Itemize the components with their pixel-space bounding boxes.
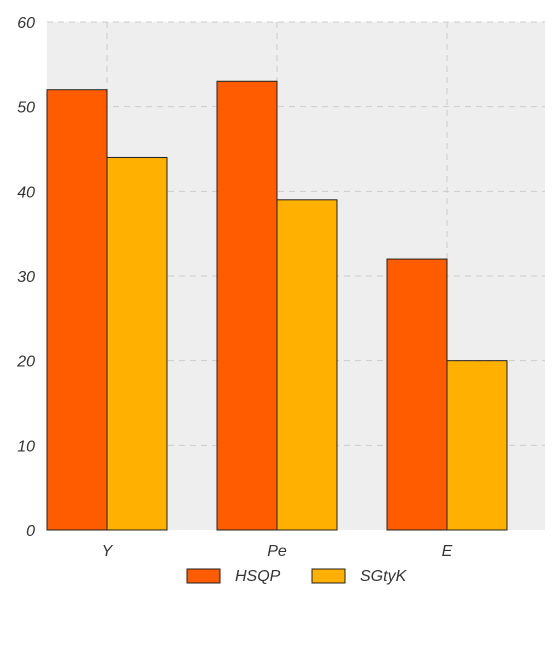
- bar-hsqp-e: [387, 259, 447, 530]
- bar-sgtyk-y: [107, 157, 167, 530]
- y-tick-label: 50: [17, 100, 35, 117]
- legend-swatch-hsqp: [187, 569, 220, 583]
- x-tick-label: E: [442, 543, 453, 560]
- bar-sgtyk-e: [447, 361, 507, 530]
- y-tick-label: 10: [17, 438, 35, 455]
- bar-sgtyk-pe: [277, 200, 337, 530]
- y-tick-label: 40: [17, 184, 35, 201]
- x-tick-label: Pe: [267, 543, 287, 560]
- y-tick-label: 60: [17, 15, 35, 32]
- y-tick-label: 0: [26, 523, 35, 540]
- legend-label-sgtyk: SGtyK: [360, 568, 408, 585]
- legend-swatch-sgtyk: [312, 569, 345, 583]
- y-axis-ticks: 0 10 20 30 40 50 60: [16, 15, 35, 540]
- x-tick-label: Y: [102, 543, 114, 560]
- legend: HSQP SGtyK: [187, 568, 408, 585]
- x-axis-ticks: Y Pe E: [102, 543, 453, 560]
- legend-label-hsqp: HSQP: [235, 568, 281, 585]
- bar-hsqp-y: [47, 90, 107, 530]
- bar-hsqp-pe: [217, 81, 277, 530]
- y-tick-label: 20: [16, 354, 35, 371]
- y-tick-label: 30: [17, 269, 35, 286]
